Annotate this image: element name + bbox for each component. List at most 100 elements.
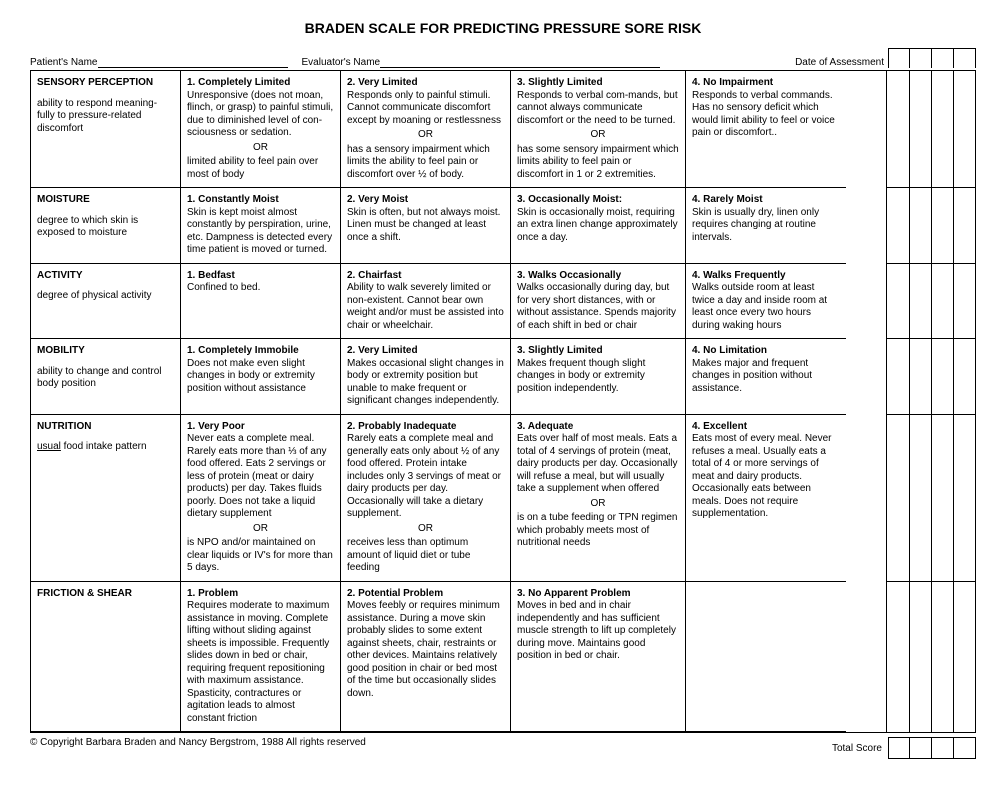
score-cell[interactable] xyxy=(931,582,953,733)
category-subtitle: ability to respond meaning-fully to pres… xyxy=(37,98,174,136)
total-score-box[interactable] xyxy=(954,737,976,759)
date-box[interactable] xyxy=(932,48,954,68)
score-cell[interactable] xyxy=(909,264,931,340)
date-label: Date of Assessment xyxy=(795,57,884,68)
option-title: 1. Very Poor xyxy=(187,421,334,434)
option-body-alt: limited ability to feel pain over most o… xyxy=(187,156,334,181)
category-cell: MOBILITY ability to change and control bo… xyxy=(31,339,181,415)
category-subtitle: degree to which skin is exposed to moist… xyxy=(37,215,174,240)
option-body: Walks occasionally during day, but for v… xyxy=(517,282,679,332)
option-cell: 3. Slightly LimitedResponds to verbal co… xyxy=(511,71,686,188)
option-title: 1. Constantly Moist xyxy=(187,194,334,207)
score-cell[interactable] xyxy=(909,582,931,733)
option-body: Walks outside room at least twice a day … xyxy=(692,282,840,332)
or-separator: OR xyxy=(187,523,334,536)
option-cell: 4. No ImpairmentResponds to verbal comma… xyxy=(686,71,846,188)
option-body-alt: has some sensory impairment which limits… xyxy=(517,144,679,182)
or-separator: OR xyxy=(347,129,504,142)
score-cell[interactable] xyxy=(909,71,931,188)
total-score-box[interactable] xyxy=(888,737,910,759)
or-separator: OR xyxy=(187,142,334,155)
score-cell[interactable] xyxy=(953,188,975,264)
option-title: 1. Problem xyxy=(187,588,334,601)
option-title: 4. Excellent xyxy=(692,421,840,434)
option-body: Responds only to painful stimuli. Cannot… xyxy=(347,90,504,128)
option-title: 4. Walks Frequently xyxy=(692,270,840,283)
total-score-box[interactable] xyxy=(932,737,954,759)
date-box[interactable] xyxy=(888,48,910,68)
score-cell[interactable] xyxy=(953,415,975,582)
score-cell[interactable] xyxy=(887,415,909,582)
score-cell[interactable] xyxy=(909,415,931,582)
main-table: SENSORY PERCEPTIONability to respond mea… xyxy=(30,70,976,733)
date-box[interactable] xyxy=(954,48,976,68)
option-cell: 3. Walks OccasionallyWalks occasionally … xyxy=(511,264,686,340)
total-score-box[interactable] xyxy=(910,737,932,759)
option-title: 1. Completely Limited xyxy=(187,77,334,90)
option-cell xyxy=(686,582,846,733)
total-score-label: Total Score xyxy=(832,743,888,754)
score-cell[interactable] xyxy=(887,264,909,340)
score-cell[interactable] xyxy=(953,264,975,340)
option-title: 3. Adequate xyxy=(517,421,679,434)
patient-input-line[interactable] xyxy=(98,67,288,68)
option-cell: 2. Potential ProblemMoves feebly or requ… xyxy=(341,582,511,733)
option-title: 2. Probably Inadequate xyxy=(347,421,504,434)
option-body: Confined to bed. xyxy=(187,282,334,295)
option-cell: 1. Very PoorNever eats a complete meal. … xyxy=(181,415,341,582)
option-cell: 2. Probably InadequateRarely eats a comp… xyxy=(341,415,511,582)
evaluator-input-line[interactable] xyxy=(380,67,660,68)
option-cell: 1. ProblemRequires moderate to maximum a… xyxy=(181,582,341,733)
category-subtitle: ability to change and control body posit… xyxy=(37,366,174,391)
option-body: Makes occasional slight changes in body … xyxy=(347,358,504,408)
score-cell[interactable] xyxy=(909,188,931,264)
evaluator-label: Evaluator's Name xyxy=(302,57,381,68)
option-title: 1. Completely Immobile xyxy=(187,345,334,358)
score-cell[interactable] xyxy=(887,339,909,415)
score-cell[interactable] xyxy=(931,71,953,188)
date-box[interactable] xyxy=(910,48,932,68)
score-cell[interactable] xyxy=(931,415,953,582)
option-title: 4. No Impairment xyxy=(692,77,840,90)
option-body: Moves in bed and in chair independently … xyxy=(517,600,679,663)
header-row: Patient's Name Evaluator's Name Date of … xyxy=(30,48,976,68)
score-cell[interactable] xyxy=(931,264,953,340)
option-body: Does not make even slight changes in bod… xyxy=(187,358,334,396)
score-cell[interactable] xyxy=(887,71,909,188)
category-title: MOBILITY xyxy=(37,345,174,358)
option-title: 2. Very Limited xyxy=(347,77,504,90)
option-body-alt: receives less than optimum amount of liq… xyxy=(347,537,504,575)
option-title: 3. Slightly Limited xyxy=(517,345,679,358)
option-body: Eats most of every meal. Never refuses a… xyxy=(692,433,840,521)
option-body: Skin is usually dry, linen only requires… xyxy=(692,207,840,245)
score-cell[interactable] xyxy=(931,339,953,415)
option-title: 2. Very Limited xyxy=(347,345,504,358)
date-boxes xyxy=(888,48,976,68)
score-cell[interactable] xyxy=(909,339,931,415)
option-cell: 1. Constantly MoistSkin is kept moist al… xyxy=(181,188,341,264)
page-title: BRADEN SCALE FOR PREDICTING PRESSURE SOR… xyxy=(30,20,976,36)
score-cell[interactable] xyxy=(953,71,975,188)
option-body-alt: has a sensory impairment which limits th… xyxy=(347,144,504,182)
option-body: Eats over half of most meals. Eats a tot… xyxy=(517,433,679,496)
category-cell: SENSORY PERCEPTIONability to respond mea… xyxy=(31,71,181,188)
option-title: 4. Rarely Moist xyxy=(692,194,840,207)
category-title: FRICTION & SHEAR xyxy=(37,588,174,601)
score-cell[interactable] xyxy=(953,339,975,415)
category-title: NUTRITION xyxy=(37,421,174,434)
or-separator: OR xyxy=(347,523,504,536)
score-cell[interactable] xyxy=(887,188,909,264)
option-title: 2. Chairfast xyxy=(347,270,504,283)
score-cell[interactable] xyxy=(931,188,953,264)
category-subtitle: degree of physical activity xyxy=(37,290,174,303)
option-body-alt: is on a tube feeding or TPN regimen whic… xyxy=(517,512,679,550)
option-body: Skin is occasionally moist, requiring an… xyxy=(517,207,679,245)
or-separator: OR xyxy=(517,498,679,511)
score-cell[interactable] xyxy=(887,582,909,733)
option-cell: 2. Very MoistSkin is often, but not alwa… xyxy=(341,188,511,264)
option-cell: 2. ChairfastAbility to walk severely lim… xyxy=(341,264,511,340)
option-body: Makes frequent though slight changes in … xyxy=(517,358,679,396)
category-subtitle: usual food intake pattern xyxy=(37,441,174,454)
option-body: Never eats a complete meal. Rarely eats … xyxy=(187,433,334,521)
score-cell[interactable] xyxy=(953,582,975,733)
